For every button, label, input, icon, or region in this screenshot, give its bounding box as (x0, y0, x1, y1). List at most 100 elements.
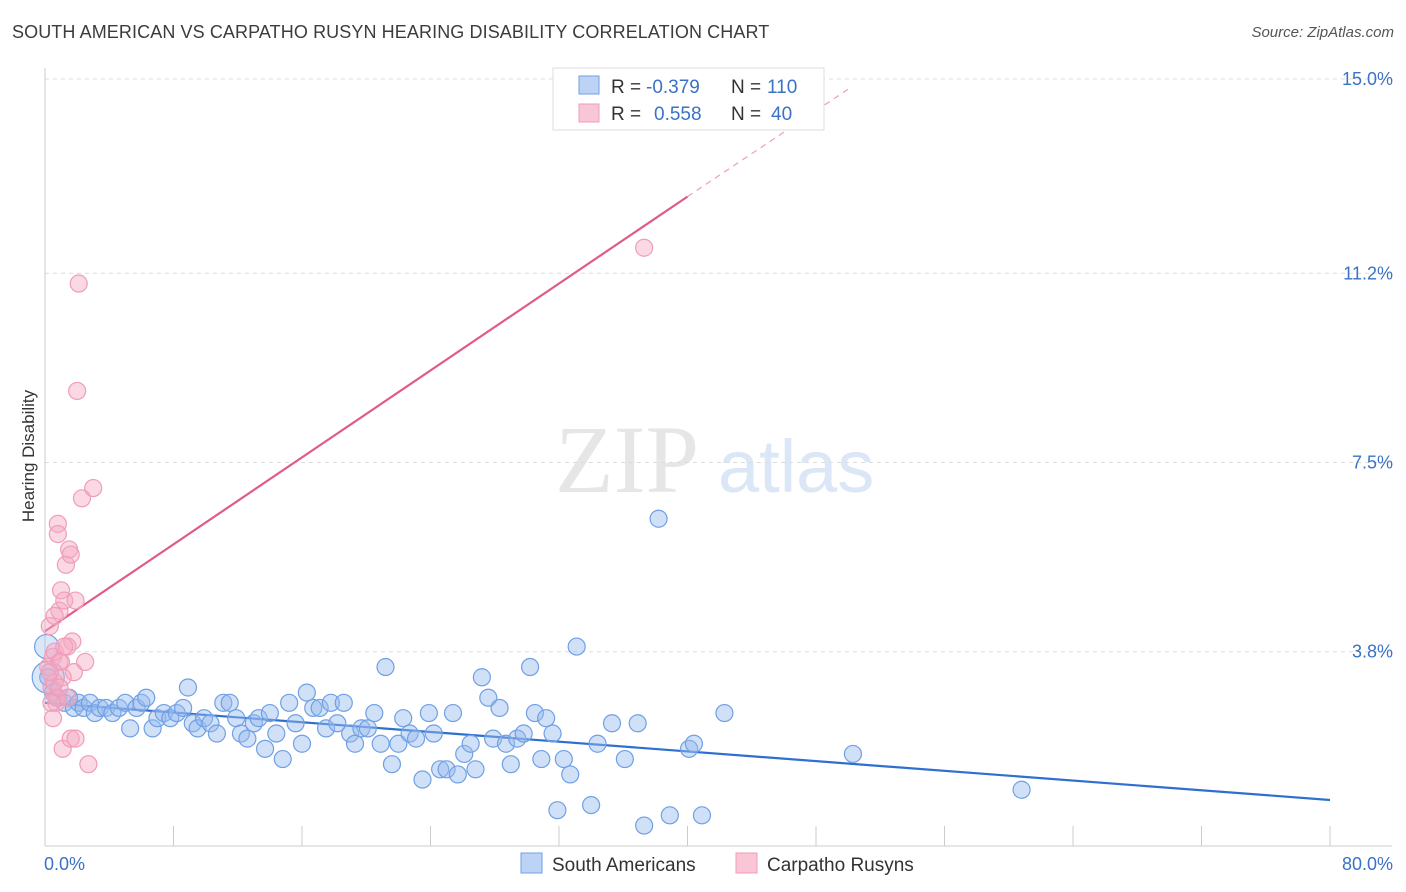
south-american-point-101 (692, 806, 712, 825)
south-american-point-56 (365, 703, 384, 723)
south-american-point-63 (406, 729, 426, 748)
carpatho-rusyn-point-28 (84, 478, 103, 498)
south-american-point-51 (334, 693, 353, 712)
south-american-point-94 (615, 749, 634, 769)
south-american-point-81 (514, 724, 533, 743)
carpatho-rusyn-point-31 (42, 693, 61, 712)
legend-rusyn-n-label: N = (731, 104, 761, 125)
south-american-point-52 (341, 724, 360, 743)
carpatho-rusyn-point-9 (51, 581, 71, 600)
carpatho-rusyn-point-16 (56, 555, 75, 574)
south-american-point-8 (80, 693, 100, 712)
legend-swatch-rusyn (578, 103, 600, 123)
carpatho-rusyn-point-35 (61, 545, 80, 564)
carpatho-rusyn-point-22 (66, 591, 85, 610)
south-american-point-43 (286, 714, 305, 733)
south-american-point-85 (537, 709, 556, 728)
south-american-point-15 (121, 719, 140, 738)
south-american-point-9 (85, 703, 104, 723)
south-american-point-98 (660, 806, 679, 825)
south-american-point-95 (628, 714, 647, 733)
south-american-point-33 (227, 709, 246, 728)
carpatho-rusyn-point-19 (61, 729, 80, 748)
carpatho-rusyn-point-34 (55, 637, 74, 656)
south-american-point-45 (297, 683, 316, 702)
south-american-point-71 (455, 744, 474, 764)
south-american-point-73 (466, 760, 485, 779)
south-american-point-32 (220, 693, 239, 712)
bottom-legend-rusyn: Carpatho Rusyns (767, 855, 914, 876)
south-american-point-42 (280, 693, 299, 712)
carpatho-rusyn-point-1 (40, 617, 59, 636)
south-american-point-5 (64, 698, 84, 718)
south-american-point-58 (376, 657, 395, 677)
chart-title: SOUTH AMERICAN VS CARPATHO RUSYN HEARING… (12, 22, 770, 42)
south-american-point-47 (310, 698, 329, 718)
south-american-point-92 (588, 734, 607, 753)
south-american-point-14 (116, 693, 135, 712)
south-american-point-68 (437, 760, 456, 779)
data-points (31, 238, 1031, 835)
south-american-point-38 (255, 739, 275, 758)
south-american-point-99 (680, 739, 699, 758)
legend-south-n-label: N = (731, 77, 761, 98)
south-american-point-26 (183, 714, 202, 733)
carpatho-rusyn-point-38 (50, 678, 69, 697)
south-american-point-35 (238, 729, 257, 748)
south-american-point-59 (382, 755, 402, 774)
south-american-point-31 (214, 693, 233, 712)
south-american-point-88 (554, 749, 573, 769)
south-american-point-103 (843, 744, 863, 764)
south-american-point-48 (316, 719, 336, 738)
south-american-point-44 (292, 734, 312, 753)
carpatho-rusyn-point-12 (50, 601, 69, 620)
x-tick-label-max: 80.0% (1342, 854, 1393, 874)
south-american-point-100 (684, 734, 704, 753)
axes (44, 68, 1392, 847)
trend-lines (44, 88, 1331, 802)
south-american-point-17 (132, 693, 151, 712)
south-american-point-29 (201, 714, 220, 733)
south-american-point-41 (273, 749, 292, 769)
south-american-point-60 (389, 734, 408, 753)
south-american-point-49 (321, 693, 341, 712)
y-axis-title: Hearing Disability (19, 389, 38, 522)
south-american-point-104 (1012, 780, 1031, 799)
south-american-point-40 (267, 724, 286, 743)
y-tick-label-1: 7.5% (1352, 453, 1393, 473)
carpatho-rusyn-point-39 (635, 238, 654, 257)
south-american-point-69 (443, 703, 463, 723)
source-credit: Source: ZipAtlas.com (1251, 24, 1394, 41)
south-american-point-77 (490, 698, 509, 718)
south-american-point-75 (479, 688, 498, 707)
south-american-point-67 (431, 760, 450, 779)
legend-south-r-value: -0.379 (646, 77, 700, 98)
south-american-point-19 (143, 719, 162, 738)
carpatho-rusyn-point-23 (68, 381, 87, 401)
carpatho-rusyn-point-36 (66, 729, 85, 748)
south-american-point-50 (328, 714, 347, 733)
carpatho-rusyn-point-7 (48, 514, 67, 533)
south-american-point-86 (543, 724, 562, 743)
stats-legend: R = -0.379 N = 110 R = 0.558 N = 40 (552, 67, 825, 131)
grid-lines (45, 78, 1392, 653)
carpatho-rusyn-trend-line (44, 195, 689, 633)
carpatho-rusyn-point-26 (76, 652, 95, 672)
south-american-point-46 (304, 698, 323, 718)
south-american-point-18 (137, 688, 156, 707)
south-american-point-65 (419, 703, 438, 723)
bottom-swatch-south (520, 852, 543, 874)
south-american-point-30 (207, 724, 226, 743)
carpatho-rusyn-point-25 (72, 489, 92, 508)
south-american-point-24 (174, 698, 193, 718)
south-american-point-72 (461, 734, 480, 753)
south-american-point-91 (582, 795, 601, 815)
legend-rusyn-r-value: 0.558 (654, 104, 702, 125)
carpatho-rusyn-point-24 (69, 274, 88, 293)
series-legend: South Americans Carpatho Rusyns (520, 852, 914, 876)
south-american-point-55 (358, 719, 377, 738)
south-american-point-82 (520, 657, 540, 677)
y-tick-label-3: 15.0% (1342, 69, 1393, 89)
south-american-point-74 (472, 668, 491, 687)
legend-swatch-south (578, 75, 600, 95)
